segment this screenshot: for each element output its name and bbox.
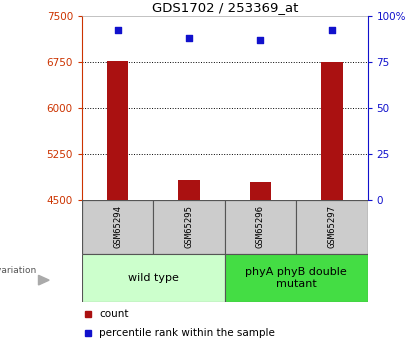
Bar xyxy=(82,254,225,302)
Polygon shape xyxy=(39,275,49,285)
Title: GDS1702 / 253369_at: GDS1702 / 253369_at xyxy=(152,1,298,14)
Text: count: count xyxy=(99,309,129,319)
Bar xyxy=(250,182,271,200)
Text: GSM65296: GSM65296 xyxy=(256,205,265,248)
Text: GSM65297: GSM65297 xyxy=(327,205,336,248)
Bar xyxy=(225,200,296,254)
Bar xyxy=(178,180,200,200)
Point xyxy=(186,35,192,40)
Text: percentile rank within the sample: percentile rank within the sample xyxy=(99,328,275,338)
Text: GSM65295: GSM65295 xyxy=(184,205,194,248)
Text: GSM65294: GSM65294 xyxy=(113,205,122,248)
Text: phyA phyB double
mutant: phyA phyB double mutant xyxy=(245,267,347,288)
Bar xyxy=(82,200,153,254)
Point xyxy=(114,28,121,33)
Bar xyxy=(296,200,368,254)
Text: wild type: wild type xyxy=(128,273,179,283)
Bar xyxy=(225,254,368,302)
Point xyxy=(328,28,335,33)
Bar xyxy=(107,61,129,200)
Point xyxy=(257,37,264,42)
Text: genotype/variation: genotype/variation xyxy=(0,266,37,275)
Bar xyxy=(321,62,343,200)
Bar xyxy=(153,200,225,254)
